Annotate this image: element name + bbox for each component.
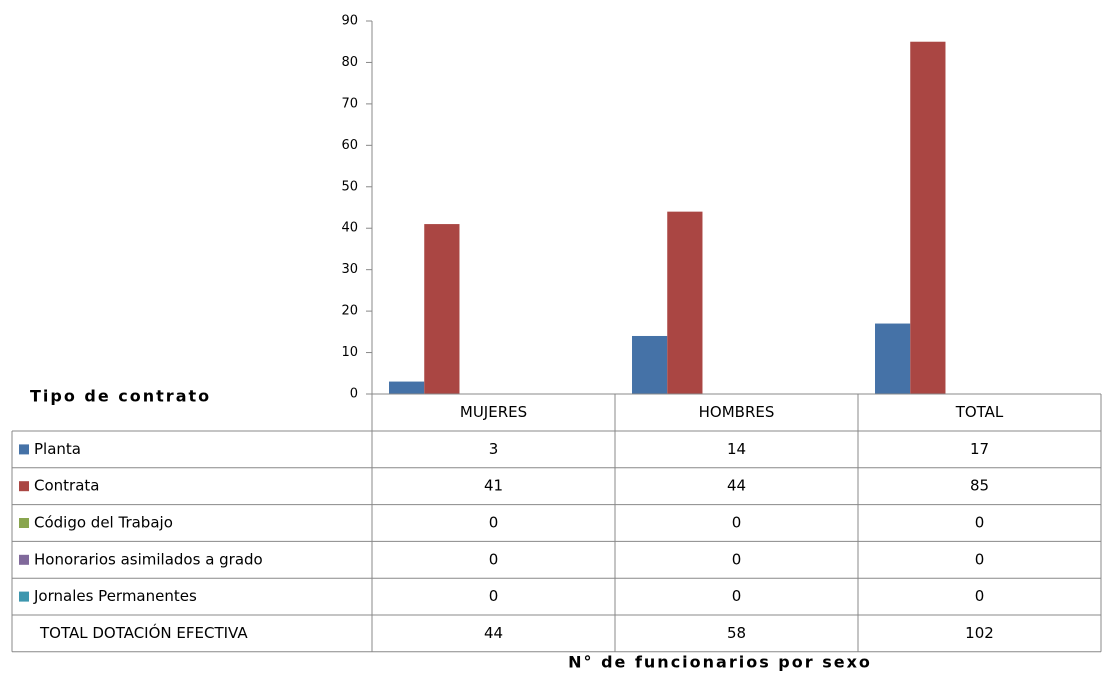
y-tick-label: 70 bbox=[341, 96, 358, 111]
x-tick-label: TOTAL bbox=[955, 403, 1004, 421]
legend-title: Tipo de contrato bbox=[30, 387, 211, 406]
bar bbox=[424, 224, 460, 394]
y-tick-label: 30 bbox=[341, 262, 358, 277]
table-cell: 0 bbox=[732, 514, 742, 532]
y-tick-label: 50 bbox=[341, 179, 358, 194]
legend-label: Código del Trabajo bbox=[34, 514, 173, 532]
y-tick-label: 90 bbox=[341, 14, 358, 29]
table-cell: 0 bbox=[732, 587, 742, 605]
bar bbox=[632, 335, 668, 394]
x-tick-label: HOMBRES bbox=[699, 403, 775, 421]
bar bbox=[910, 41, 946, 394]
legend-swatch bbox=[19, 591, 29, 602]
legend-swatch bbox=[19, 481, 29, 492]
legend-swatch bbox=[19, 444, 29, 455]
table-cell: 0 bbox=[489, 550, 499, 568]
table-cell: 0 bbox=[489, 587, 499, 605]
bar bbox=[667, 211, 703, 394]
y-tick-label: 80 bbox=[341, 55, 358, 70]
legend-label: Jornales Permanentes bbox=[33, 587, 197, 605]
table-cell: 0 bbox=[975, 550, 985, 568]
table-cell: 3 bbox=[489, 440, 499, 458]
legend-swatch bbox=[19, 518, 29, 528]
table-cell: 102 bbox=[965, 624, 994, 642]
table-cell: 0 bbox=[975, 514, 985, 532]
table-cell: 14 bbox=[727, 440, 746, 458]
table-cell: 85 bbox=[970, 477, 989, 495]
legend-label: Contrata bbox=[34, 477, 99, 495]
legend-label: Honorarios asimilados a grado bbox=[34, 550, 263, 568]
table-cell: 17 bbox=[970, 440, 989, 458]
y-tick-label: 60 bbox=[341, 138, 358, 153]
table-cell: 0 bbox=[732, 550, 742, 568]
y-tick-label: 0 bbox=[350, 387, 358, 402]
x-axis-label: N° de funcionarios por sexo bbox=[568, 653, 872, 672]
legend-swatch bbox=[19, 554, 29, 565]
x-tick-label: MUJERES bbox=[460, 403, 527, 421]
table-cell: 0 bbox=[975, 587, 985, 605]
table-cell: 58 bbox=[727, 624, 746, 642]
y-tick-label: 40 bbox=[341, 221, 358, 236]
total-row-label: TOTAL DOTACIÓN EFECTIVA bbox=[39, 623, 248, 642]
y-tick-label: 20 bbox=[341, 304, 358, 319]
table-cell: 44 bbox=[484, 624, 503, 642]
legend-label: Planta bbox=[34, 440, 81, 458]
table-cell: 0 bbox=[489, 514, 499, 532]
table-cell: 41 bbox=[484, 477, 503, 495]
bar bbox=[875, 323, 911, 394]
y-tick-label: 10 bbox=[341, 345, 358, 360]
bar bbox=[389, 381, 425, 394]
table-cell: 44 bbox=[727, 477, 746, 495]
